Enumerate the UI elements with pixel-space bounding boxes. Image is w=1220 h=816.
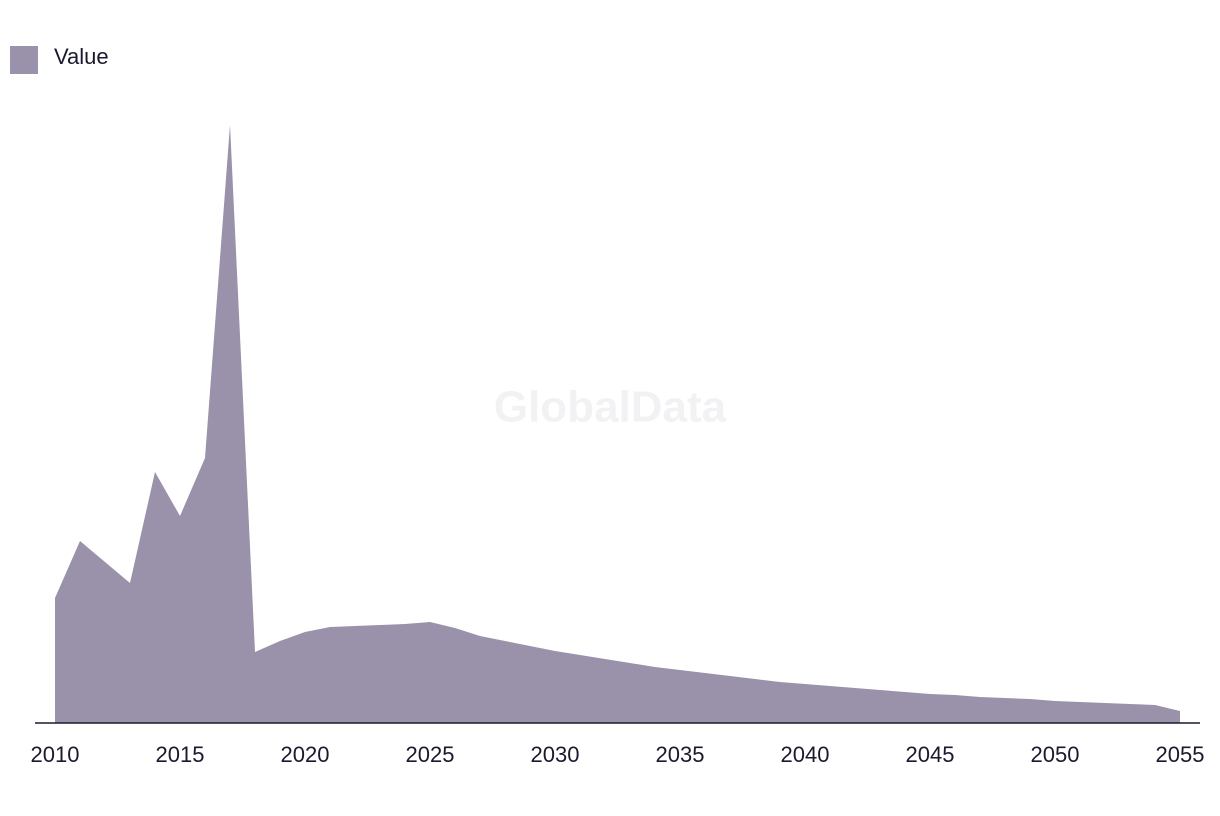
x-tick-label: 2045 bbox=[906, 742, 955, 767]
x-tick-label: 2030 bbox=[531, 742, 580, 767]
x-tick-label: 2055 bbox=[1156, 742, 1205, 767]
x-tick-label: 2020 bbox=[281, 742, 330, 767]
x-tick-label: 2015 bbox=[156, 742, 205, 767]
x-tick-label: 2010 bbox=[31, 742, 80, 767]
watermark: GlobalData bbox=[494, 383, 727, 432]
x-tick-label: 2050 bbox=[1031, 742, 1080, 767]
area bbox=[55, 125, 1180, 723]
legend-label: Value bbox=[54, 44, 109, 69]
x-tick-label: 2035 bbox=[656, 742, 705, 767]
x-tick-label: 2040 bbox=[781, 742, 830, 767]
legend-swatch bbox=[10, 46, 38, 74]
x-tick-label: 2025 bbox=[406, 742, 455, 767]
